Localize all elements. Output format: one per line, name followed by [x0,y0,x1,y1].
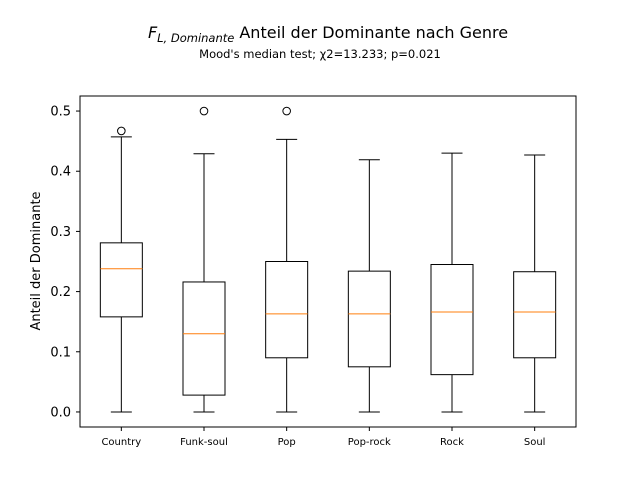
y-axis-label: Anteil der Dominante [29,191,44,330]
x-tick-label: Soul [524,437,546,448]
y-tick-label: 0.1 [50,345,71,360]
axes-frame [79,95,577,428]
box-iqr [347,270,391,368]
title-symbol: F [148,23,158,42]
y-tick-label: 0.0 [50,405,71,420]
outlier-point [199,106,209,116]
chart-subtitle: Mood's median test; χ2=13.233; p=0.021 [199,47,441,61]
chart-title: FL, Dominante Anteil der Dominante nach G… [148,23,508,45]
y-tick-label: 0.3 [50,225,71,240]
box-iqr [182,281,226,396]
x-tick-label: Rock [440,437,464,448]
box-iqr [99,242,143,318]
y-tick-label: 0.5 [50,105,71,120]
x-tick-label: Country [101,437,141,448]
outlier-point [117,126,126,136]
title-text: Anteil der Dominante nach Genre [239,23,508,42]
x-tick-label: Pop-rock [348,437,391,448]
box-iqr [513,271,557,359]
x-tick-label: Funk-soul [180,437,228,448]
title-symbol-subscript: L, Dominante [157,31,234,45]
box-iqr [265,261,309,359]
box-iqr [430,264,474,376]
plot-area: 0.0 0.1 0.2 0.3 0.4 0.5 Country Funk-soul Pop Pop… [50,95,577,448]
y-tick-label: 0.2 [50,285,71,300]
outlier-point [282,106,291,116]
y-tick-label: 0.4 [50,165,71,180]
x-tick-label: Pop [278,437,296,448]
